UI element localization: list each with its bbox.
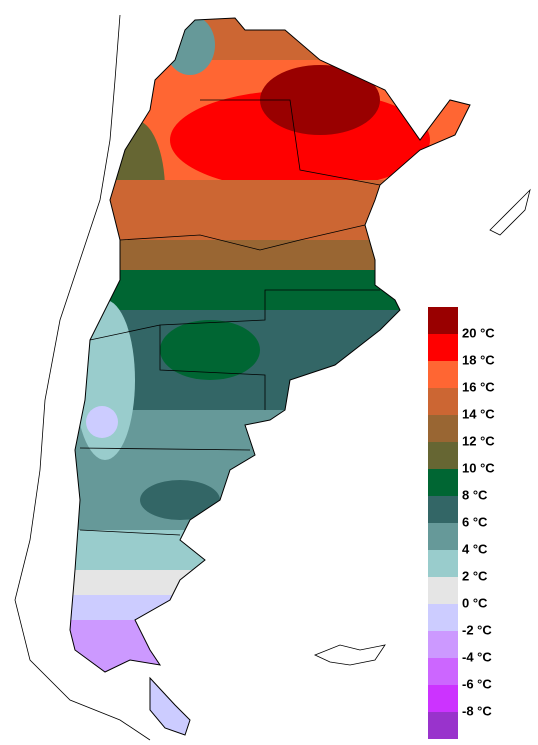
legend-swatch [428, 658, 458, 685]
uruguay-coast [489, 188, 531, 236]
legend-swatch [428, 334, 458, 361]
legend-label: 16 °C [462, 379, 495, 394]
legend-swatch [428, 442, 458, 469]
legend-label: 2 °C [462, 568, 488, 583]
legend-swatch [428, 469, 458, 496]
legend-swatch [428, 523, 458, 550]
legend-swatch [428, 415, 458, 442]
chile-coast [14, 14, 151, 741]
province-borders [79, 99, 381, 536]
legend-swatch [428, 631, 458, 658]
legend-label: 4 °C [462, 541, 488, 556]
legend-label: 0 °C [462, 595, 488, 610]
legend-swatch [428, 604, 458, 631]
legend-label: 10 °C [462, 460, 495, 475]
legend-swatch [428, 685, 458, 712]
legend-label: 8 °C [462, 487, 488, 502]
legend-label: 12 °C [462, 433, 495, 448]
legend-swatch [428, 712, 458, 739]
legend-label: -6 °C [462, 676, 492, 691]
legend-label: -2 °C [462, 622, 492, 637]
legend-label: 20 °C [462, 325, 495, 340]
legend-label: -8 °C [462, 703, 492, 718]
country-outline [69, 17, 471, 736]
legend-label: 6 °C [462, 514, 488, 529]
legend-swatch [428, 550, 458, 577]
legend-label: 14 °C [462, 406, 495, 421]
legend-label: 18 °C [462, 352, 495, 367]
legend: 20 °C 18 °C 16 °C 14 °C 12 °C 10 °C 8 °C 6 °C 4 … [428, 307, 495, 739]
islands [313, 644, 386, 666]
legend-swatch [428, 361, 458, 388]
legend-swatch [428, 307, 458, 334]
legend-swatch [428, 388, 458, 415]
legend-swatch [428, 577, 458, 604]
legend-label: -4 °C [462, 649, 492, 664]
legend-swatch [428, 496, 458, 523]
